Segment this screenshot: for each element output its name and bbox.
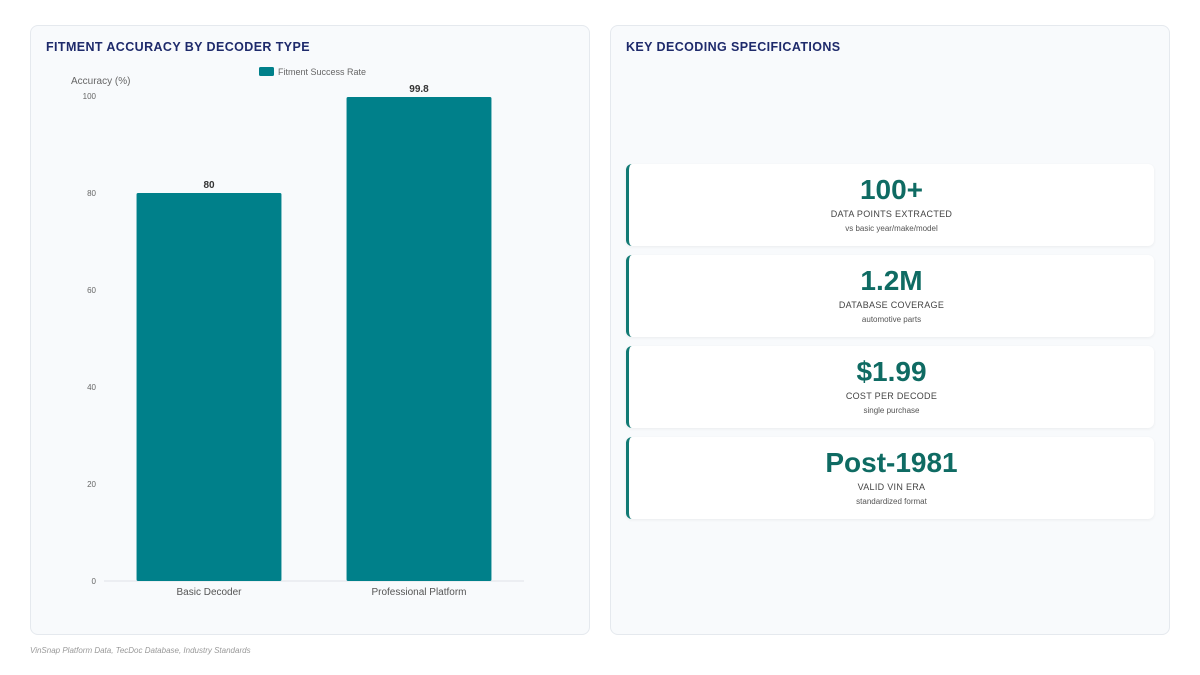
specs-panel: KEY DECODING SPECIFICATIONS 100+ DATA PO… bbox=[610, 25, 1170, 635]
legend-swatch bbox=[259, 67, 274, 76]
stat-card-vin-era: Post-1981 VALID VIN ERA standardized for… bbox=[626, 437, 1154, 519]
stat-value: 100+ bbox=[859, 174, 924, 205]
y-tick-label: 80 bbox=[87, 189, 96, 198]
chart-panel: FITMENT ACCURACY BY DECODER TYPE 0 20 40 60… bbox=[30, 25, 590, 635]
x-tick-label: Professional Platform bbox=[371, 587, 466, 598]
data-label: 99.8 bbox=[409, 84, 429, 95]
y-tick-label: 0 bbox=[92, 577, 97, 586]
bar bbox=[136, 193, 282, 581]
y-tick-label: 20 bbox=[87, 480, 96, 489]
bar bbox=[346, 96, 492, 581]
stat-sub: single purchase bbox=[863, 406, 920, 415]
stat-label: DATA POINTS EXTRACTED bbox=[830, 209, 953, 219]
stat-label: DATABASE COVERAGE bbox=[838, 300, 945, 310]
stat-value: 1.2M bbox=[860, 265, 923, 296]
data-label: 80 bbox=[203, 180, 215, 191]
stat-sub: automotive parts bbox=[861, 315, 922, 324]
stat-card-database-coverage: 1.2M DATABASE COVERAGE automotive parts bbox=[626, 255, 1154, 337]
y-tick-label: 40 bbox=[87, 383, 96, 392]
chart-panel-title: FITMENT ACCURACY BY DECODER TYPE bbox=[46, 40, 310, 54]
stat-label: VALID VIN ERA bbox=[857, 482, 926, 492]
source-note: VinSnap Platform Data, TecDoc Database, … bbox=[30, 646, 251, 655]
stat-value: Post-1981 bbox=[825, 447, 958, 478]
y-axis-title: Accuracy (%) bbox=[71, 76, 130, 87]
bar-chart: 0 20 40 60 80 100 Accuracy (%) Fitment Success … bbox=[71, 67, 524, 598]
stat-card-data-points: 100+ DATA POINTS EXTRACTED vs basic year… bbox=[626, 164, 1154, 246]
stat-sub: vs basic year/make/model bbox=[845, 224, 938, 233]
stat-sub: standardized format bbox=[856, 497, 927, 506]
y-tick-label: 100 bbox=[83, 92, 97, 101]
stat-card-cost: $1.99 COST PER DECODE single purchase bbox=[626, 346, 1154, 428]
y-tick-label: 60 bbox=[87, 286, 96, 295]
legend-label: Fitment Success Rate bbox=[278, 67, 366, 77]
stat-value: $1.99 bbox=[856, 356, 927, 387]
x-tick-label: Basic Decoder bbox=[176, 587, 242, 598]
stat-label: COST PER DECODE bbox=[845, 391, 938, 401]
specs-panel-title: KEY DECODING SPECIFICATIONS bbox=[626, 40, 841, 54]
